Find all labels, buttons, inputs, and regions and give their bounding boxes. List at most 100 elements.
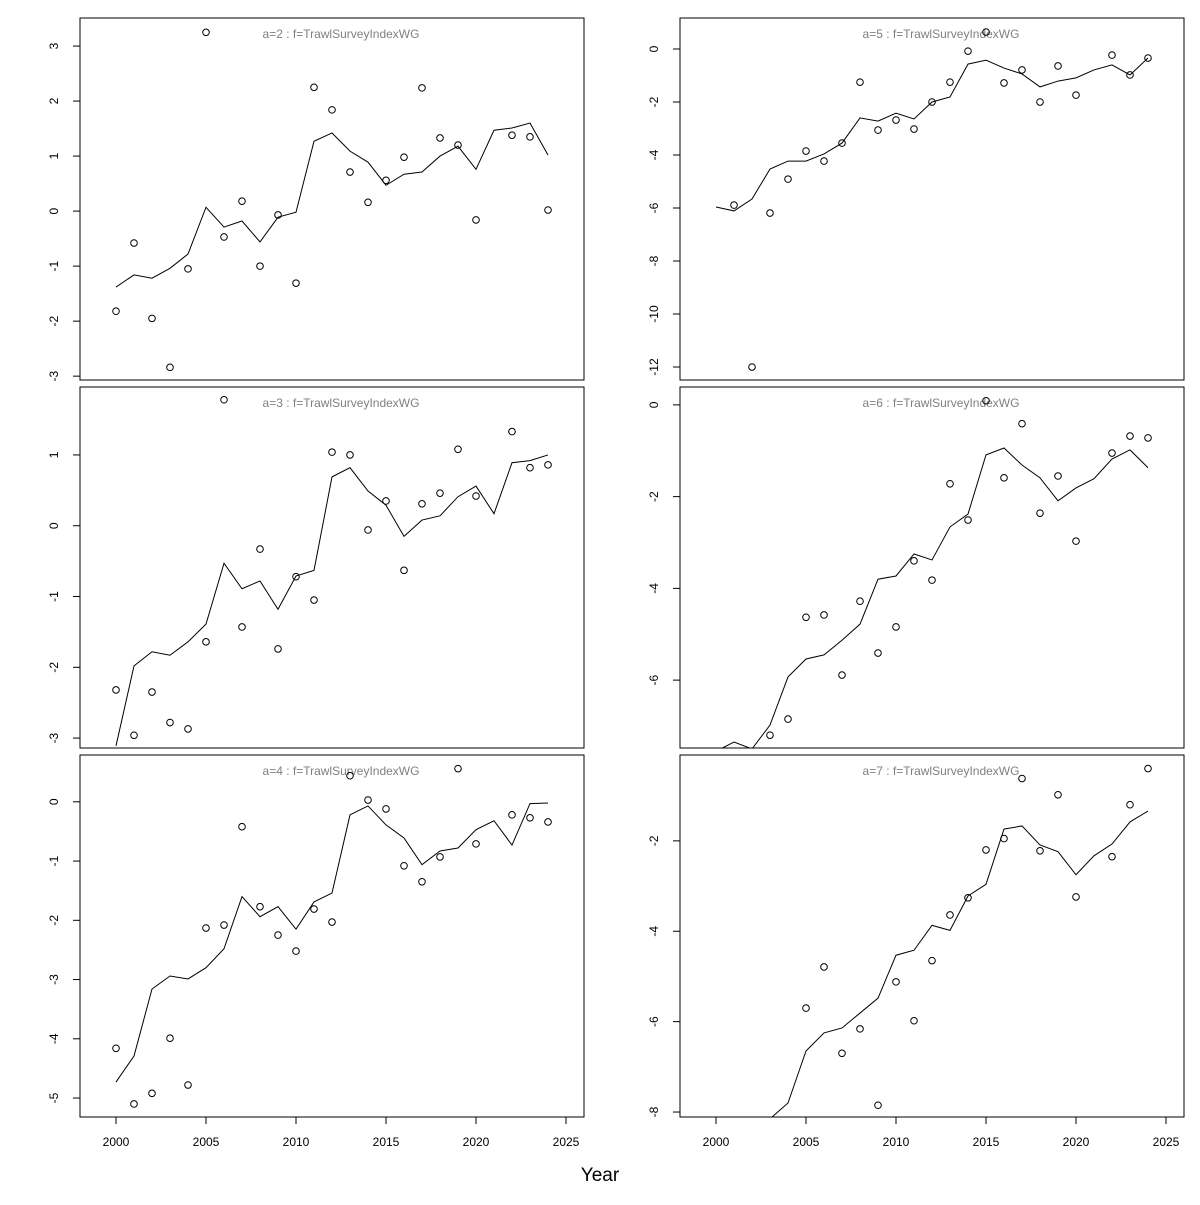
data-point (256, 902, 264, 911)
data-point (928, 576, 936, 584)
y-tick-label: -6 (647, 674, 661, 685)
data-point (1036, 509, 1044, 517)
data-point (946, 78, 954, 86)
y-tick-label: 0 (47, 798, 61, 805)
data-point (1108, 852, 1116, 861)
y-tick-label: -12 (647, 358, 661, 376)
y-tick-label: -3 (47, 732, 61, 743)
data-point (928, 956, 936, 965)
data-point (856, 1025, 864, 1033)
plot-area (112, 764, 552, 1108)
x-axis-label: Year (581, 1165, 620, 1186)
data-point (184, 725, 192, 733)
data-point (166, 1034, 174, 1043)
data-point (946, 479, 954, 488)
data-point (982, 846, 990, 854)
y-tick-label: -2 (47, 315, 61, 326)
data-point (328, 918, 336, 926)
data-point (910, 1016, 918, 1025)
x-tick-label: 2005 (793, 1135, 820, 1149)
data-point (1072, 893, 1080, 901)
fit-line (115, 122, 549, 288)
y-tick-label: 2 (47, 97, 61, 104)
data-point (256, 545, 264, 553)
data-point (274, 645, 282, 653)
plot-area (112, 395, 552, 746)
panel-title: a=5 : f=TrawlSurveyIndexWG (863, 27, 1020, 41)
data-point (508, 427, 516, 436)
plot-frame (679, 386, 1185, 749)
data-point (1144, 434, 1152, 442)
plot-frame (679, 754, 1185, 1118)
data-point (436, 853, 444, 861)
panel-title: a=7 : f=TrawlSurveyIndexWG (863, 764, 1020, 778)
data-point (1018, 774, 1026, 783)
data-point (454, 141, 462, 149)
panel: a=3 : f=TrawlSurveyIndexWG -3 -2 -1 0 1 (47, 386, 585, 749)
data-point (874, 649, 882, 657)
data-point (202, 924, 210, 932)
data-point (400, 861, 408, 870)
y-tick-label: -1 (47, 260, 61, 271)
data-point (274, 211, 282, 219)
panel: a=2 : f=TrawlSurveyIndexWG -3 -2 -1 0 1 2 3 (47, 17, 585, 381)
data-point (238, 822, 246, 831)
y-tick-label: -2 (647, 491, 661, 502)
data-point (838, 139, 846, 147)
data-point (1108, 449, 1116, 457)
y-tick-label: -2 (47, 662, 61, 673)
y-tick-label: -1 (47, 855, 61, 866)
y-tick-label: 0 (47, 522, 61, 529)
data-point (346, 168, 354, 176)
data-point (544, 818, 552, 826)
data-point (1036, 847, 1044, 855)
y-tick-label: -4 (647, 149, 661, 160)
x-tick-label: 2020 (1063, 1135, 1090, 1149)
data-point (892, 116, 900, 124)
data-point (802, 1004, 810, 1012)
x-tick-label: 2015 (373, 1135, 400, 1149)
panel: a=5 : f=TrawlSurveyIndexWG -12 -10 -8 -6 -4 -2… (647, 17, 1185, 381)
data-point (1018, 66, 1026, 74)
data-point (910, 125, 918, 133)
y-tick-label: -2 (647, 835, 661, 846)
data-point (364, 526, 372, 534)
data-point (328, 448, 336, 456)
data-point (166, 363, 174, 372)
data-point (892, 978, 900, 986)
data-point (964, 516, 972, 524)
data-point (238, 197, 246, 206)
y-tick-label: -4 (47, 1033, 61, 1044)
data-point (310, 83, 318, 92)
plot-frame (79, 386, 585, 749)
data-point (964, 894, 972, 902)
data-point (1126, 71, 1134, 79)
data-point (838, 1049, 846, 1058)
data-point (946, 911, 954, 919)
data-point (544, 206, 552, 214)
y-tick-label: -6 (647, 202, 661, 213)
data-point (328, 106, 336, 114)
data-point (1000, 79, 1008, 87)
y-tick-label: 1 (47, 451, 61, 458)
data-point (802, 147, 810, 155)
y-tick-label: 0 (47, 207, 61, 214)
y-tick-label: -4 (647, 926, 661, 937)
x-tick-label: 2000 (703, 1135, 730, 1149)
data-point (148, 1089, 156, 1098)
plot-area (112, 28, 552, 372)
data-point (544, 461, 552, 469)
data-point (382, 805, 390, 813)
data-point (820, 963, 828, 971)
plot-area (771, 764, 1152, 1117)
data-point (436, 134, 444, 142)
y-tick-label: -4 (647, 583, 661, 594)
panel-title: a=3 : f=TrawlSurveyIndexWG (263, 396, 420, 410)
data-point (874, 126, 882, 134)
data-point (784, 715, 792, 723)
data-point (1000, 474, 1008, 482)
data-point (382, 497, 390, 505)
data-point (436, 489, 444, 497)
data-point (364, 198, 372, 207)
